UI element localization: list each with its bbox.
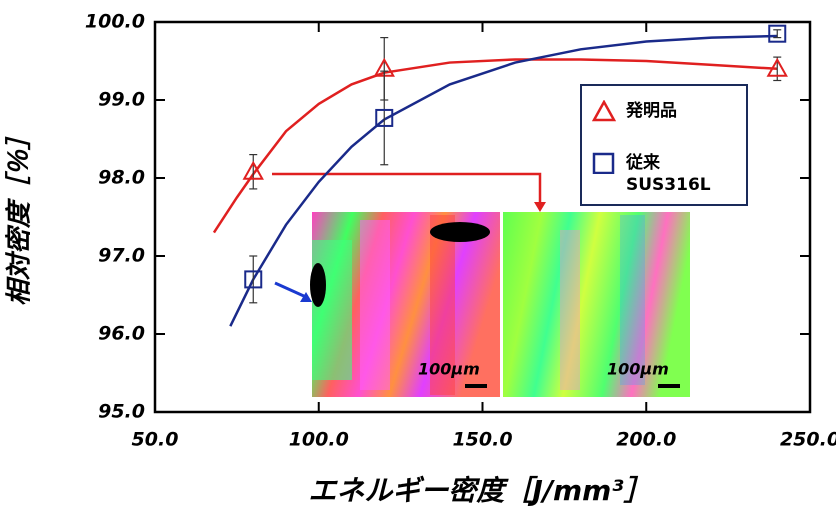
pore: [430, 222, 490, 242]
ebsd-grain: [560, 230, 580, 390]
inset-images: 100μm 100μm: [272, 174, 690, 397]
ebsd-grain: [312, 240, 352, 380]
legend-marker: [594, 102, 614, 120]
legend-label: 従来 SUS316L: [626, 152, 726, 196]
x-tick-label: 150.0: [452, 429, 512, 451]
x-tick-label: 100.0: [289, 429, 349, 451]
y-tick-label: 100.0: [85, 11, 145, 33]
y-axis-label: 相対密度［％］: [5, 124, 35, 306]
scale-label: 100μm: [418, 360, 480, 379]
legend-label: 発明品: [626, 100, 726, 122]
legend-marker: [594, 154, 613, 173]
y-tick-label: 99.0: [98, 89, 145, 111]
x-tick-label: 50.0: [132, 429, 179, 451]
ebsd-grain: [360, 220, 390, 390]
y-tick-label: 96.0: [98, 323, 145, 345]
legend-entry: 発明品: [592, 100, 726, 122]
y-tick-label: 98.0: [98, 167, 145, 189]
pointer-arrow: [275, 283, 306, 297]
y-tick-label: 97.0: [98, 245, 145, 267]
page: 100μm 100μm 相対密度［％］ エネルギー密度［J/mm³］ 95.0 9…: [0, 0, 836, 513]
x-tick-label: 200.0: [616, 429, 676, 451]
x-tick-label: 250.0: [780, 429, 836, 451]
x-axis-label: エネルギー密度［J/mm³］: [308, 474, 651, 507]
y-tick-label: 95.0: [98, 401, 145, 423]
legend-entry: 従来 SUS316L: [592, 152, 726, 196]
pore: [310, 263, 326, 307]
legend-swatch: [592, 152, 616, 174]
legend: 発明品従来 SUS316L: [580, 84, 748, 206]
scale-label: 100μm: [607, 360, 669, 379]
chart: 100μm 100μm 相対密度［％］ エネルギー密度［J/mm³］ 95.0 9…: [0, 0, 836, 513]
legend-swatch: [592, 100, 616, 122]
arrow-head: [534, 202, 546, 212]
